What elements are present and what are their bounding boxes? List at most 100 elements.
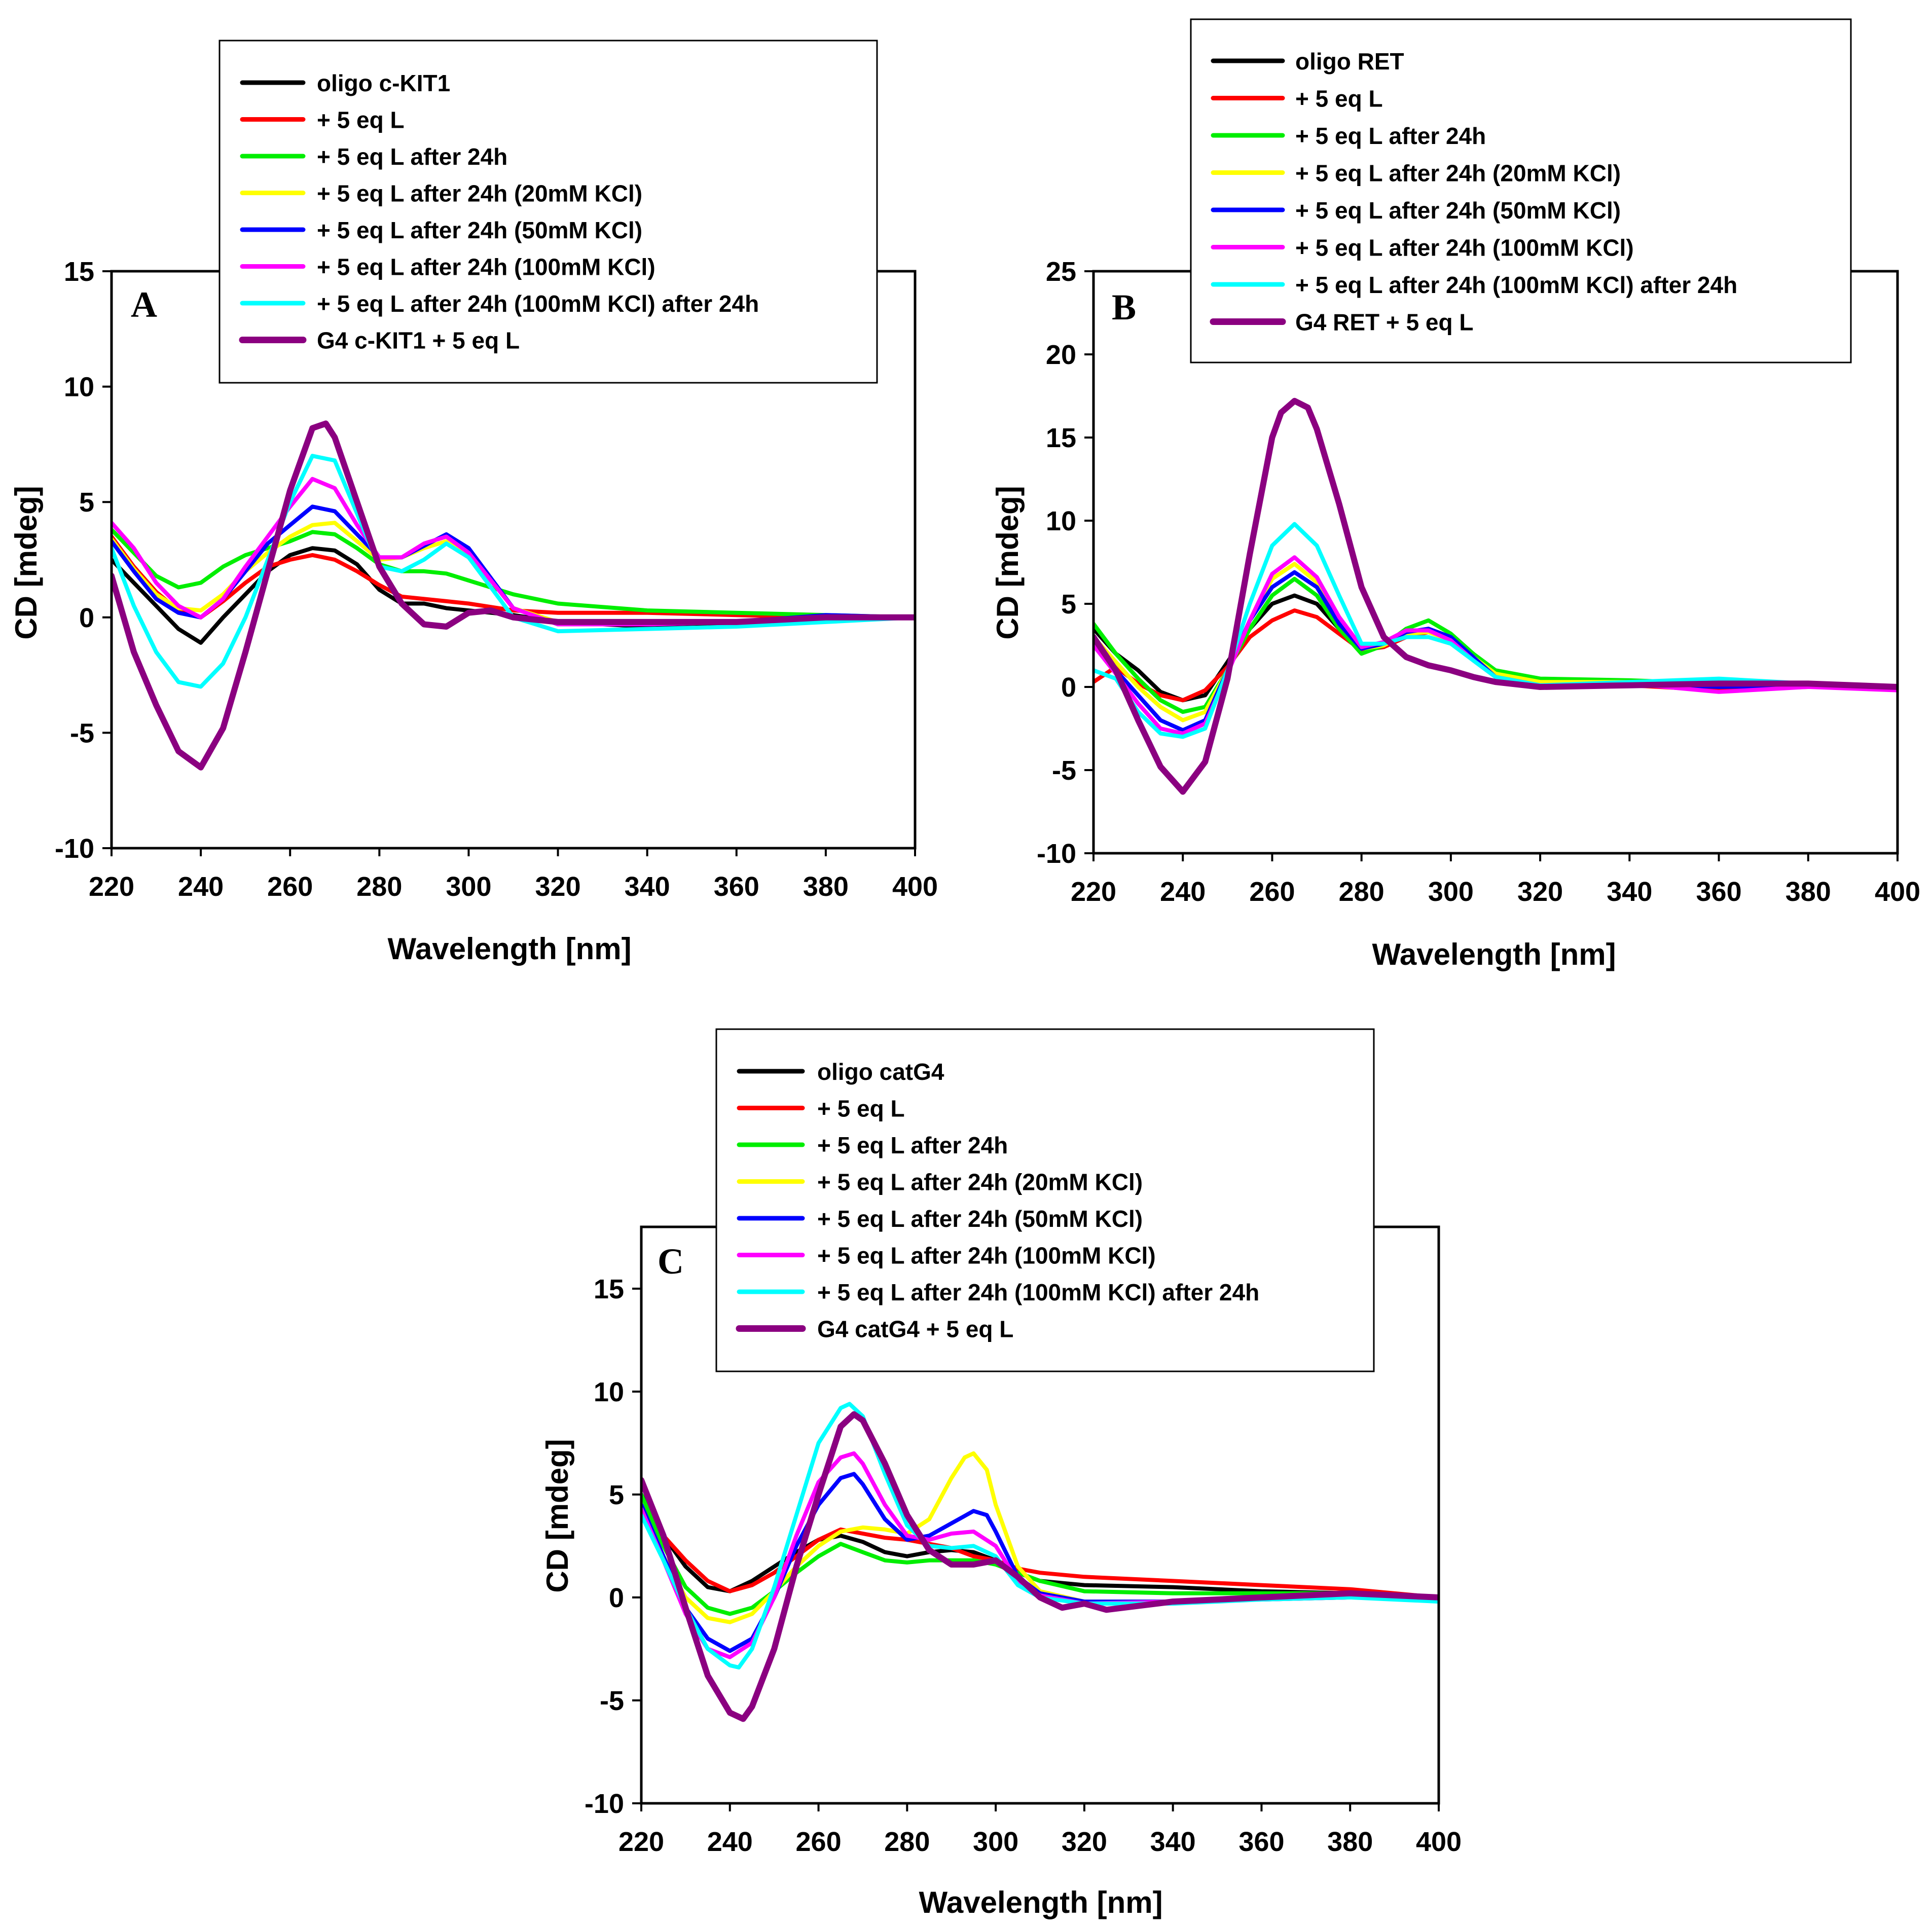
x-tick-label: 240 bbox=[1160, 877, 1206, 907]
y-tick-label: 0 bbox=[79, 603, 94, 633]
x-tick-label: 300 bbox=[973, 1827, 1018, 1857]
y-tick-label: 5 bbox=[1061, 589, 1076, 620]
y-tick-label: 5 bbox=[79, 487, 94, 518]
legend-entry: + 5 eq L after 24h (100mM KCl) after 24h bbox=[1295, 272, 1737, 298]
x-tick-label: 380 bbox=[803, 871, 849, 902]
x-tick-label: 220 bbox=[89, 871, 134, 902]
legend-entry: + 5 eq L after 24h (100mM KCl) bbox=[1295, 235, 1634, 261]
legend: oligo c-KIT1 + 5 eq L + 5 eq L after 24h + … bbox=[218, 40, 878, 384]
series-line bbox=[641, 1503, 1439, 1600]
y-tick-label: 0 bbox=[609, 1583, 624, 1613]
legend-entry: + 5 eq L bbox=[817, 1096, 905, 1122]
legend-entry: + 5 eq L after 24h bbox=[817, 1132, 1008, 1158]
x-tick-label: 400 bbox=[1416, 1827, 1462, 1857]
y-tick-label: -5 bbox=[600, 1686, 624, 1716]
x-tick-label: 320 bbox=[1517, 877, 1563, 907]
y-tick-label: -10 bbox=[55, 833, 94, 864]
legend-entry: + 5 eq L after 24h (100mM KCl) after 24h bbox=[817, 1279, 1259, 1305]
x-axis-label: Wavelength [nm] bbox=[1372, 937, 1616, 971]
x-tick-label: 340 bbox=[1150, 1827, 1196, 1857]
series-layer bbox=[112, 420, 915, 771]
y-axis-label: CD [mdeg] bbox=[540, 1439, 574, 1592]
x-tick-label: 260 bbox=[796, 1827, 842, 1857]
y-tick-label: 25 bbox=[1046, 257, 1076, 287]
x-tick-label: 280 bbox=[356, 871, 402, 902]
series-line bbox=[1093, 576, 1898, 714]
x-tick-label: 380 bbox=[1785, 877, 1831, 907]
legend-entry: + 5 eq L after 24h (50mM KCl) bbox=[817, 1206, 1143, 1232]
panel-label: C bbox=[658, 1241, 684, 1282]
legend-entry: + 5 eq L after 24h bbox=[317, 143, 507, 170]
panel-label: B bbox=[1112, 287, 1136, 328]
y-tick-label: -5 bbox=[70, 718, 94, 748]
y-axis-label: CD [mdeg] bbox=[9, 486, 43, 639]
y-tick-label: -10 bbox=[1037, 839, 1076, 869]
tick-layer: 220 240 260 280 300 320 340 360 380 400 -10 -5 0 5 10 1… bbox=[1037, 257, 1920, 907]
y-tick-label: -10 bbox=[585, 1789, 624, 1819]
legend-entry: G4 catG4 + 5 eq L bbox=[817, 1316, 1013, 1342]
x-tick-label: 300 bbox=[446, 871, 491, 902]
y-tick-label: 15 bbox=[594, 1274, 624, 1304]
x-tick-label: 400 bbox=[892, 871, 938, 902]
x-tick-label: 340 bbox=[1607, 877, 1652, 907]
chart-panel-a: 220 240 260 280 300 320 340 360 380 400 -10 -5 0 5 10 1… bbox=[9, 40, 938, 966]
x-tick-label: 260 bbox=[267, 871, 313, 902]
x-tick-label: 280 bbox=[1339, 877, 1384, 907]
x-tick-label: 360 bbox=[1238, 1827, 1284, 1857]
series-layer bbox=[1093, 397, 1898, 795]
legend-entry: oligo catG4 bbox=[817, 1059, 944, 1085]
x-tick-label: 240 bbox=[707, 1827, 753, 1857]
y-axis-label: CD [mdeg] bbox=[991, 486, 1025, 639]
x-tick-label: 360 bbox=[1696, 877, 1742, 907]
legend: oligo RET + 5 eq L + 5 eq L after 24h + 5 e… bbox=[1190, 18, 1852, 364]
series-line bbox=[112, 527, 915, 620]
series-line bbox=[641, 1492, 1439, 1616]
y-tick-label: 20 bbox=[1046, 340, 1076, 370]
x-tick-label: 240 bbox=[178, 871, 224, 902]
legend-entry: + 5 eq L after 24h (20mM KCl) bbox=[317, 180, 642, 207]
legend-entry: + 5 eq L after 24h (20mM KCl) bbox=[1295, 160, 1621, 187]
x-tick-label: 380 bbox=[1327, 1827, 1373, 1857]
legend: oligo catG4 + 5 eq L + 5 eq L after 24h + 5… bbox=[715, 1028, 1375, 1372]
series-line bbox=[1093, 397, 1898, 795]
tick-layer: 220 240 260 280 300 320 340 360 380 400 -10 -5 0 5 10 1… bbox=[55, 257, 938, 902]
y-tick-label: 5 bbox=[609, 1480, 624, 1510]
legend-entry: + 5 eq L after 24h (100mM KCl) bbox=[817, 1243, 1156, 1269]
x-tick-label: 360 bbox=[714, 871, 759, 902]
legend-box bbox=[1190, 18, 1852, 364]
x-tick-label: 220 bbox=[1071, 877, 1116, 907]
y-tick-label: 10 bbox=[64, 372, 94, 403]
legend-entry: + 5 eq L bbox=[1295, 86, 1383, 112]
series-line bbox=[641, 1411, 1439, 1722]
tick-layer: 220 240 260 280 300 320 340 360 380 400 -10 -5 0 5 10 1… bbox=[585, 1274, 1462, 1857]
y-tick-label: -5 bbox=[1052, 755, 1076, 786]
x-tick-label: 300 bbox=[1428, 877, 1474, 907]
legend-entry: + 5 eq L after 24h (100mM KCl) bbox=[317, 254, 655, 280]
legend-entry: oligo c-KIT1 bbox=[317, 70, 450, 96]
legend-entry: oligo RET bbox=[1295, 48, 1404, 75]
legend-box bbox=[715, 1028, 1375, 1372]
legend-entry: + 5 eq L after 24h (100mM KCl) after 24h bbox=[317, 290, 759, 317]
y-tick-label: 15 bbox=[1046, 423, 1076, 453]
legend-entry: + 5 eq L after 24h (50mM KCl) bbox=[317, 217, 642, 243]
x-tick-label: 260 bbox=[1249, 877, 1295, 907]
y-tick-label: 10 bbox=[594, 1377, 624, 1407]
x-tick-label: 280 bbox=[884, 1827, 930, 1857]
legend-entry: G4 RET + 5 eq L bbox=[1295, 309, 1474, 336]
legend-entry: + 5 eq L after 24h bbox=[1295, 123, 1486, 149]
series-line bbox=[112, 454, 915, 689]
x-tick-label: 320 bbox=[1062, 1827, 1107, 1857]
legend-entry: G4 c-KIT1 + 5 eq L bbox=[317, 328, 520, 354]
y-tick-label: 10 bbox=[1046, 506, 1076, 536]
x-axis-label: Wavelength [nm] bbox=[387, 932, 631, 966]
y-tick-label: 0 bbox=[1061, 672, 1076, 703]
y-tick-label: 15 bbox=[64, 257, 94, 287]
x-tick-label: 320 bbox=[535, 871, 581, 902]
chart-panel-c: 220 240 260 280 300 320 340 360 380 400 -10 -5 0 5 10 1… bbox=[540, 1028, 1462, 1919]
legend-entry: + 5 eq L after 24h (50mM KCl) bbox=[1295, 197, 1621, 224]
x-tick-label: 340 bbox=[625, 871, 670, 902]
legend-entry: + 5 eq L bbox=[317, 107, 405, 133]
series-line bbox=[112, 420, 915, 771]
series-layer bbox=[641, 1402, 1439, 1722]
